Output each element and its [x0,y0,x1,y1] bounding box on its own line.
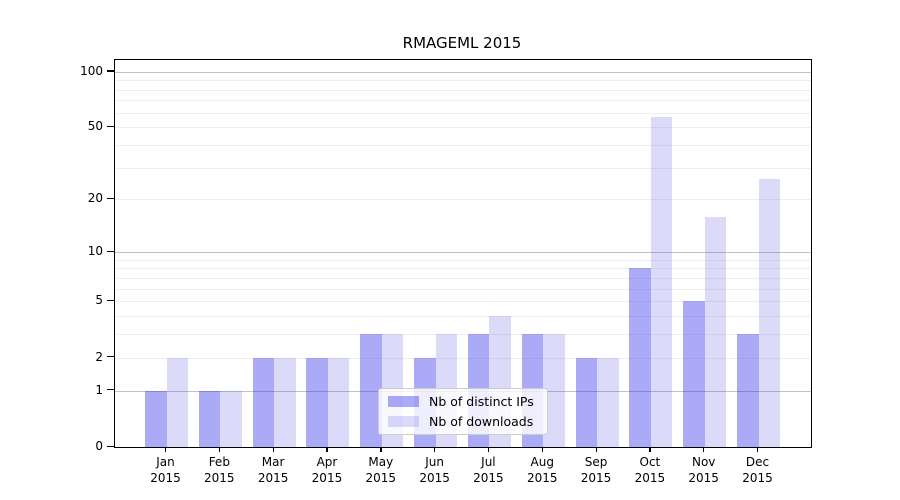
minor-gridline [115,80,811,82]
x-tick-year: 2015 [473,470,504,485]
legend-label-downloads: Nb of downloads [429,414,534,429]
major-gridline [115,71,811,73]
minor-gridline [115,277,811,279]
y-tick-mark [107,197,114,200]
y-tick-label: 20 [87,191,103,206]
x-tick-year: 2015 [419,470,450,485]
y-tick-mark [107,125,114,128]
y-tick-mark [107,445,114,447]
x-tick-label-sep: Sep 2015 [564,455,628,486]
bar-downloads-nov [704,216,727,447]
x-tick-label-may: May 2015 [349,455,413,486]
x-tick-year: 2015 [365,470,397,485]
minor-gridline [115,268,811,270]
x-tick-year: 2015 [311,470,343,485]
legend-row-distinct-ips: Nb of distinct IPs [379,394,547,410]
x-tick-label-jul: Jul 2015 [456,455,520,486]
bar-distinct-ips-jan [145,390,167,447]
legend-label-distinct-ips: Nb of distinct IPs [429,394,534,409]
x-tick-label-feb: Feb 2015 [187,455,251,486]
bar-distinct-ips-sep [575,357,598,447]
bar-downloads-jan [166,357,188,447]
x-tick-mark [434,447,436,453]
y-tick-mark [107,250,114,252]
major-gridline [115,252,811,254]
minor-gridline [115,127,811,129]
bar-distinct-ips-apr [306,357,328,447]
y-tick-label: 1 [95,382,103,397]
x-tick-label-dec: Dec 2015 [726,455,790,486]
bar-downloads-apr [327,357,350,447]
bar-downloads-aug [543,334,565,447]
x-tick-mark [595,447,597,453]
minor-gridline [115,288,811,290]
minor-gridline [115,301,811,303]
x-tick-mark [326,447,328,453]
y-tick-mark [107,70,114,72]
x-tick-mark [541,447,544,453]
x-tick-label-aug: Aug 2015 [510,455,574,486]
x-tick-year: 2015 [742,470,773,485]
y-tick-label: 5 [95,293,103,308]
y-tick-mark [107,356,114,358]
y-tick-label: 2 [95,349,103,364]
bar-downloads-feb [220,390,242,447]
minor-gridline [115,199,811,201]
x-tick-year: 2015 [257,470,289,485]
x-tick-label-apr: Apr 2015 [295,455,359,486]
legend: Nb of distinct IPs Nb of downloads [378,388,548,435]
x-tick-year: 2015 [526,470,558,485]
y-tick-label: 10 [87,244,103,259]
x-tick-label-oct: Oct 2015 [618,455,682,486]
minor-gridline [115,316,811,318]
minor-gridline [115,357,811,359]
x-tick-mark [487,447,490,453]
x-tick-year: 2015 [580,470,612,485]
minor-gridline [115,259,811,261]
legend-swatch-distinct-ips [388,396,419,407]
legend-row-downloads: Nb of downloads [379,414,547,430]
x-tick-year: 2015 [688,470,719,485]
minor-gridline [115,334,811,336]
bar-downloads-sep [597,357,619,447]
x-tick-mark [649,447,651,453]
bar-distinct-ips-feb [198,390,221,447]
minor-gridline [115,112,811,114]
minor-gridline [115,89,811,91]
minor-gridline [115,167,811,169]
minor-gridline [115,100,811,102]
bar-distinct-ips-may [360,334,382,447]
bar-distinct-ips-dec [737,334,759,447]
bar-distinct-ips-nov [683,301,705,447]
x-tick-mark [703,447,705,453]
x-tick-mark [165,447,167,453]
x-tick-label-mar: Mar 2015 [241,455,305,486]
bar-downloads-oct [650,116,673,447]
y-tick-mark [107,389,114,391]
x-tick-mark [757,447,759,453]
bar-distinct-ips-oct [629,268,651,447]
x-tick-mark [272,447,274,453]
y-tick-label: 0 [95,439,103,453]
x-tick-label-jun: Jun 2015 [403,455,467,486]
bar-downloads-mar [274,357,296,447]
x-tick-label-jan: Jan 2015 [134,455,198,486]
x-tick-mark [380,447,382,453]
bar-downloads-dec [758,179,781,447]
chart-title: RMAGEML 2015 [402,34,522,52]
minor-gridline [115,145,811,147]
x-tick-label-nov: Nov 2015 [672,455,736,486]
x-tick-year: 2015 [634,470,666,485]
x-tick-mark [218,447,221,453]
legend-swatch-downloads [388,416,419,427]
y-tick-label: 100 [80,63,103,78]
y-tick-label: 50 [87,119,103,134]
bar-distinct-ips-mar [252,357,275,447]
y-tick-mark [107,299,114,302]
x-tick-year: 2015 [204,470,235,485]
x-tick-year: 2015 [150,470,181,485]
